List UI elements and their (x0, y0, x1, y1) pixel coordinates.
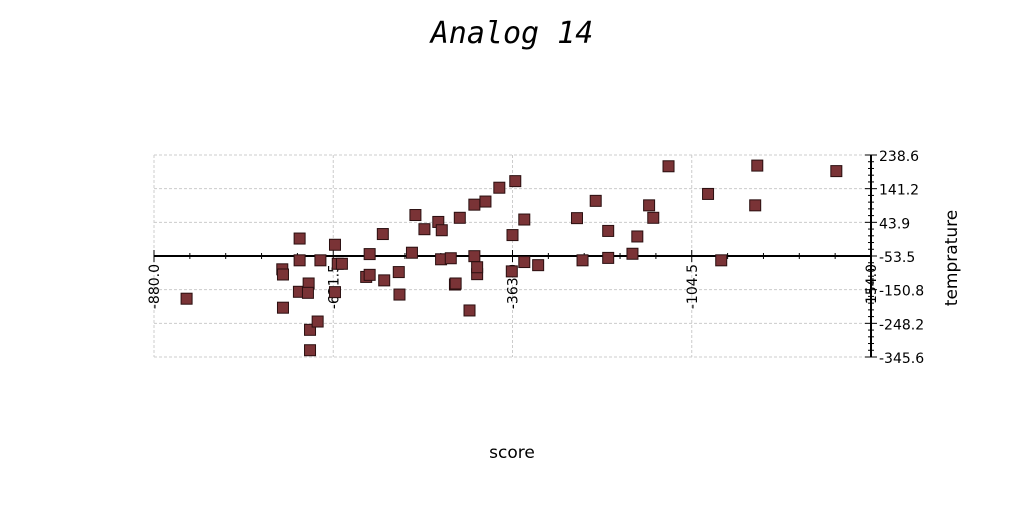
data-point (363, 268, 376, 281)
data-point (304, 344, 317, 357)
data-point (715, 254, 728, 267)
data-point (643, 199, 656, 212)
x-tick-label: -880.0 (147, 264, 163, 309)
x-tick-label: -104.5 (685, 264, 701, 309)
data-point (393, 288, 406, 301)
data-point (335, 257, 348, 270)
data-point (376, 228, 389, 241)
data-point (506, 229, 519, 242)
data-point (444, 252, 457, 265)
data-point (293, 254, 306, 267)
y-tick-label: 43.9 (879, 216, 910, 232)
data-point (405, 246, 418, 259)
data-point (532, 259, 545, 272)
data-point (435, 224, 448, 237)
data-point (314, 254, 327, 267)
data-points (180, 159, 843, 357)
data-point (589, 194, 602, 207)
data-point (602, 251, 615, 264)
data-point (631, 230, 644, 243)
data-point (363, 248, 376, 261)
data-point (180, 292, 193, 305)
data-point (463, 304, 476, 317)
y-tick-label: 141.2 (879, 183, 919, 199)
y-tick-label: -248.2 (879, 317, 924, 333)
data-point (518, 213, 531, 226)
data-point (276, 301, 289, 314)
data-point (570, 212, 583, 225)
data-point (576, 254, 589, 267)
y-tick-label: -150.8 (879, 284, 924, 300)
data-point (311, 315, 324, 328)
data-point (328, 238, 341, 251)
data-point (378, 274, 391, 287)
data-point (751, 159, 764, 172)
data-point (662, 160, 675, 173)
y-tick-label: -345.6 (879, 351, 924, 367)
chart-title: Analog 14 (429, 16, 594, 51)
data-point (392, 266, 405, 279)
data-point (702, 187, 715, 200)
data-point (409, 209, 422, 222)
data-point (509, 175, 522, 188)
data-point (449, 277, 462, 290)
data-point (647, 211, 660, 224)
data-point (468, 198, 481, 211)
data-point (468, 250, 481, 263)
y-axis-label: temprature (942, 210, 962, 306)
data-point (626, 247, 639, 260)
data-point (749, 199, 762, 212)
data-point (830, 165, 843, 178)
data-point (418, 223, 431, 236)
data-point (602, 224, 615, 237)
y-tick-label: -53.5 (879, 250, 915, 266)
x-tick-label: 154.0 (864, 264, 880, 304)
data-point (493, 181, 506, 194)
data-point (518, 256, 531, 269)
y-tick-labels: 238.6 141.2 43.9 -53.5 -150.8 -248.2 -345.6 (879, 149, 924, 367)
data-point (304, 323, 317, 336)
data-point (328, 286, 341, 299)
data-point (293, 232, 306, 245)
y-tick-label: 238.6 (879, 149, 919, 165)
data-point (301, 286, 314, 299)
data-point (471, 261, 484, 274)
data-point (276, 268, 289, 281)
data-point (505, 265, 518, 278)
data-point (453, 211, 466, 224)
data-point (479, 195, 492, 208)
x-axis-label: score (489, 443, 535, 463)
